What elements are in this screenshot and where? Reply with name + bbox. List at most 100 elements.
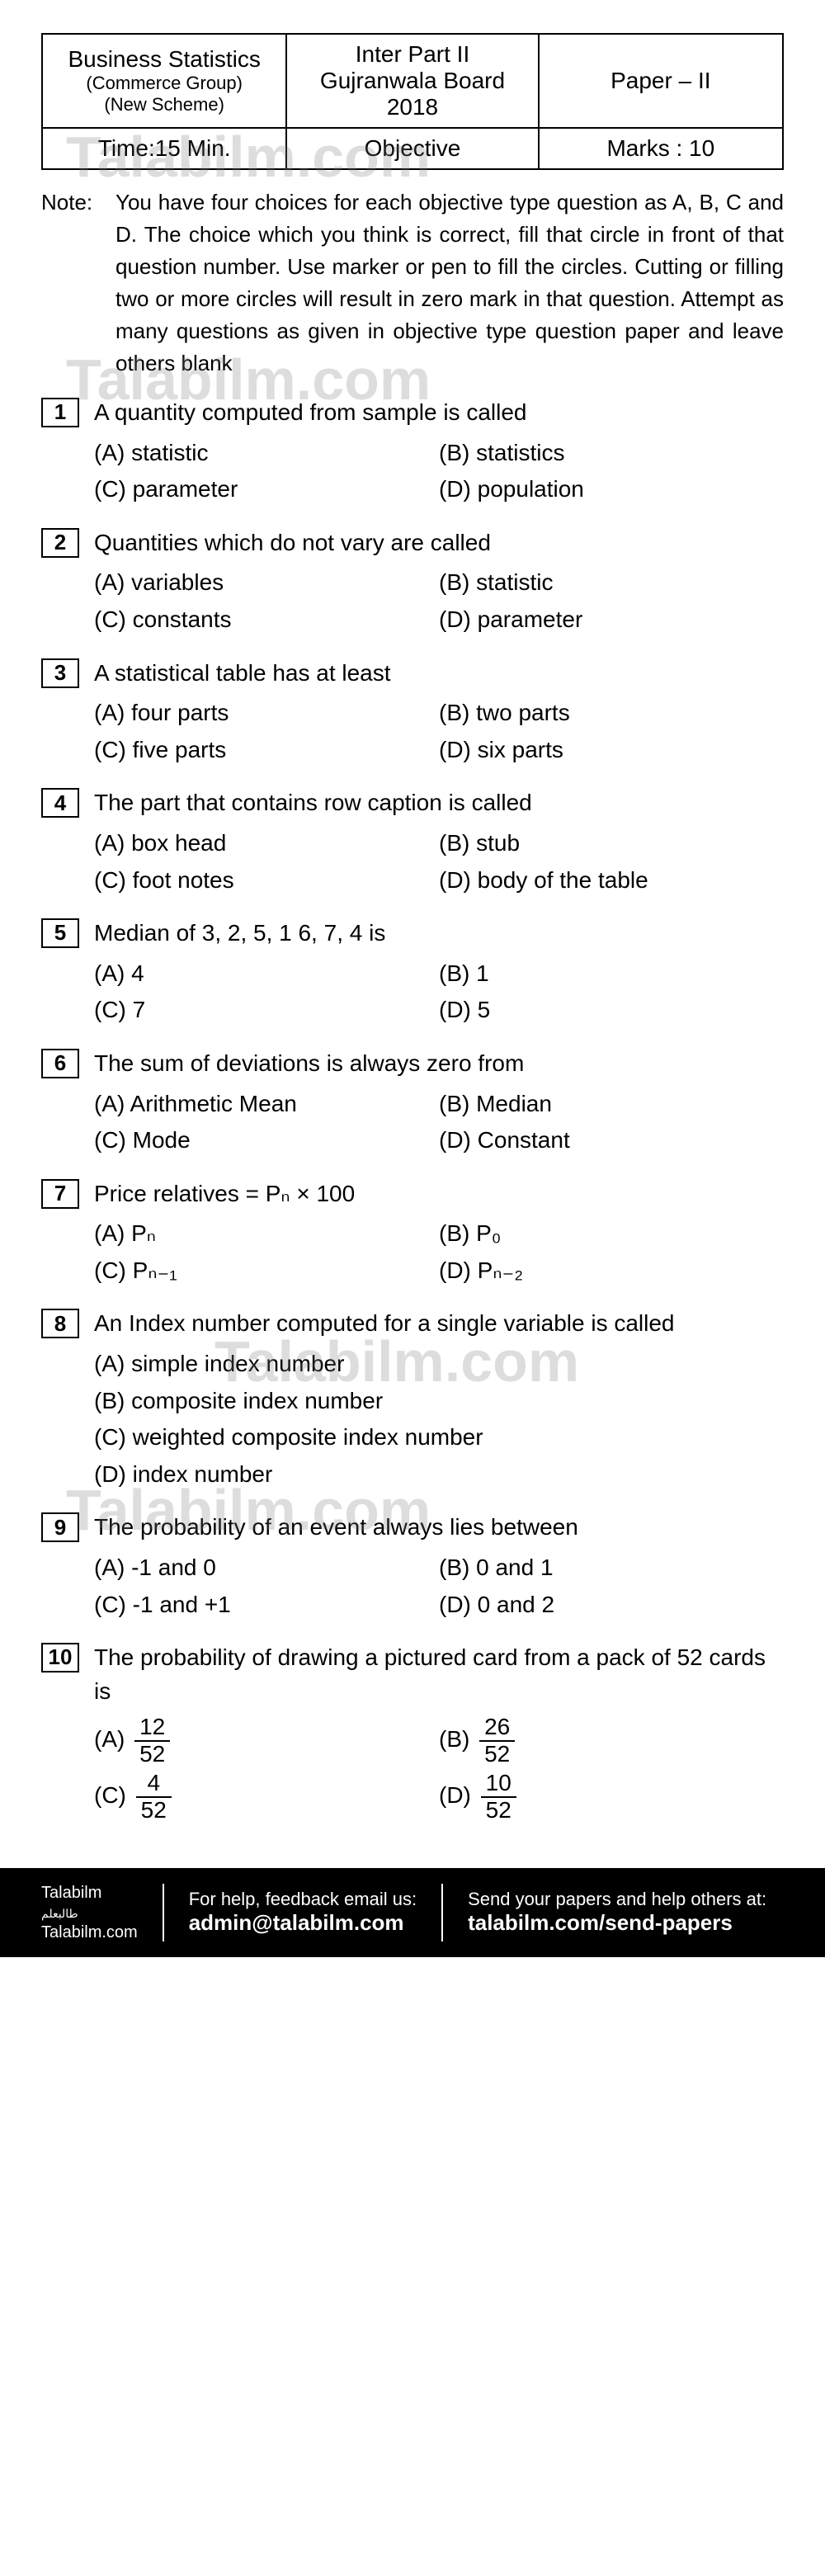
option-d: (D) parameter	[439, 602, 784, 639]
options: (A) 1252(B) 2652(C) 452(D) 1052	[94, 1713, 784, 1824]
options: (A) four parts(B) two parts(C) five part…	[94, 695, 784, 768]
group: (Commerce Group)	[54, 73, 274, 94]
question-body: An Index number computed for a single va…	[94, 1307, 784, 1493]
question-body: Median of 3, 2, 5, 1 6, 7, 4 is(A) 4(B) …	[94, 917, 784, 1029]
question-number: 1	[41, 398, 79, 427]
footer-send-label: Send your papers and help others at:	[468, 1889, 766, 1909]
question-body: The part that contains row caption is ca…	[94, 786, 784, 899]
option-d: (D) index number	[94, 1456, 784, 1493]
options: (A) variables(B) statistic(C) constants(…	[94, 564, 784, 638]
option-b: (B) Median	[439, 1086, 784, 1123]
question-body: The sum of deviations is always zero fro…	[94, 1047, 784, 1159]
options: (A) 4(B) 1(C) 7(D) 5	[94, 955, 784, 1029]
option-b: (B) two parts	[439, 695, 784, 732]
option-c: (C) -1 and +1	[94, 1587, 439, 1624]
question-number: 8	[41, 1309, 79, 1338]
question-body: The probability of an event always lies …	[94, 1511, 784, 1623]
options: (A) box head(B) stub(C) foot notes(D) bo…	[94, 825, 784, 899]
option-d: (D) 5	[439, 992, 784, 1029]
option-a: (A) 1252	[94, 1713, 439, 1769]
option-d: (D) Pₙ₋₂	[439, 1253, 784, 1290]
question: 2 Quantities which do not vary are called…	[41, 526, 784, 639]
question: 7 Price relatives = Pₙ × 100(A) Pₙ(B) P₀(…	[41, 1177, 784, 1290]
option-c: (C) five parts	[94, 732, 439, 769]
option-b: (B) 1	[439, 955, 784, 993]
question-text: The sum of deviations is always zero fro…	[94, 1047, 784, 1081]
subject: Business Statistics	[68, 46, 260, 72]
question: 9 The probability of an event always lies…	[41, 1511, 784, 1623]
option-c: (C) weighted composite index number	[94, 1419, 784, 1456]
question: 6 The sum of deviations is always zero fr…	[41, 1047, 784, 1159]
note-label: Note:	[41, 186, 116, 380]
exam-page: Business Statistics (Commerce Group) (Ne…	[0, 0, 825, 1868]
question-number: 7	[41, 1179, 79, 1209]
footer-divider	[163, 1884, 164, 1941]
options: (A) -1 and 0(B) 0 and 1(C) -1 and +1(D) …	[94, 1550, 784, 1623]
option-a: (A) -1 and 0	[94, 1550, 439, 1587]
footer-logo-bottom: Talabilm.com	[41, 1923, 138, 1941]
question-text: The probability of an event always lies …	[94, 1511, 784, 1545]
question: 8 An Index number computed for a single v…	[41, 1307, 784, 1493]
option-c: (C) 452	[94, 1769, 439, 1825]
footer-send: Send your papers and help others at: tal…	[451, 1889, 783, 1936]
question-number: 2	[41, 528, 79, 558]
option-d: (D) body of the table	[439, 862, 784, 899]
option-b: (B) P₀	[439, 1215, 784, 1253]
option-b: (B) statistic	[439, 564, 784, 602]
header-section-cell: Objective	[286, 128, 538, 169]
option-a: (A) four parts	[94, 695, 439, 732]
section: Objective	[365, 135, 461, 161]
questions-container: 1 A quantity computed from sample is call…	[41, 396, 784, 1825]
option-c: (C) Pₙ₋₁	[94, 1253, 439, 1290]
options: (A) statistic(B) statistics(C) parameter…	[94, 435, 784, 508]
option-a: (A) statistic	[94, 435, 439, 472]
option-d: (D) six parts	[439, 732, 784, 769]
option-b: (B) statistics	[439, 435, 784, 472]
question-body: Quantities which do not vary are called (…	[94, 526, 784, 639]
option-c: (C) parameter	[94, 471, 439, 508]
header-paper-cell: Paper – II	[539, 34, 783, 128]
option-d: (D) Constant	[439, 1122, 784, 1159]
option-d: (D) population	[439, 471, 784, 508]
header-board-cell: Inter Part II Gujranwala Board 2018	[286, 34, 538, 128]
question-body: The probability of drawing a pictured ca…	[94, 1641, 784, 1824]
time: Time:15 Min.	[98, 135, 231, 161]
question-number: 5	[41, 918, 79, 948]
footer-send-url: talabilm.com/send-papers	[468, 1910, 766, 1936]
question: 1 A quantity computed from sample is call…	[41, 396, 784, 508]
options: (A) Arithmetic Mean(B) Median(C) Mode(D)…	[94, 1086, 784, 1159]
footer-logo: Talabilm طالبعلم Talabilm.com	[25, 1883, 154, 1942]
question-number: 9	[41, 1512, 79, 1542]
question-text: Quantities which do not vary are called	[94, 526, 784, 560]
option-b: (B) 0 and 1	[439, 1550, 784, 1587]
header-table: Business Statistics (Commerce Group) (Ne…	[41, 33, 784, 170]
option-a: (A) Arithmetic Mean	[94, 1086, 439, 1123]
option-a: (A) 4	[94, 955, 439, 993]
paper: Paper – II	[610, 68, 710, 93]
year: 2018	[387, 94, 438, 120]
board: Gujranwala Board	[320, 68, 505, 93]
question-body: Price relatives = Pₙ × 100(A) Pₙ(B) P₀(C…	[94, 1177, 784, 1290]
option-a: (A) simple index number	[94, 1346, 784, 1383]
part: Inter Part II	[356, 41, 470, 67]
question-number: 6	[41, 1049, 79, 1078]
question-number: 10	[41, 1643, 79, 1673]
question-number: 3	[41, 658, 79, 688]
question-text: The probability of drawing a pictured ca…	[94, 1641, 784, 1708]
options: (A) simple index number(B) composite ind…	[94, 1346, 784, 1493]
option-c: (C) Mode	[94, 1122, 439, 1159]
option-d: (D) 0 and 2	[439, 1587, 784, 1624]
option-b: (B) stub	[439, 825, 784, 862]
question-text: An Index number computed for a single va…	[94, 1307, 784, 1341]
scheme: (New Scheme)	[54, 94, 274, 116]
footer-help-label: For help, feedback email us:	[189, 1889, 417, 1909]
question: 5 Median of 3, 2, 5, 1 6, 7, 4 is(A) 4(B)…	[41, 917, 784, 1029]
question-body: A statistical table has at least (A) four…	[94, 657, 784, 769]
option-c: (C) 7	[94, 992, 439, 1029]
option-c: (C) foot notes	[94, 862, 439, 899]
question-text: A statistical table has at least	[94, 657, 784, 691]
question-text: A quantity computed from sample is calle…	[94, 396, 784, 430]
question-text: The part that contains row caption is ca…	[94, 786, 784, 820]
option-a: (A) Pₙ	[94, 1215, 439, 1253]
header-marks-cell: Marks : 10	[539, 128, 783, 169]
